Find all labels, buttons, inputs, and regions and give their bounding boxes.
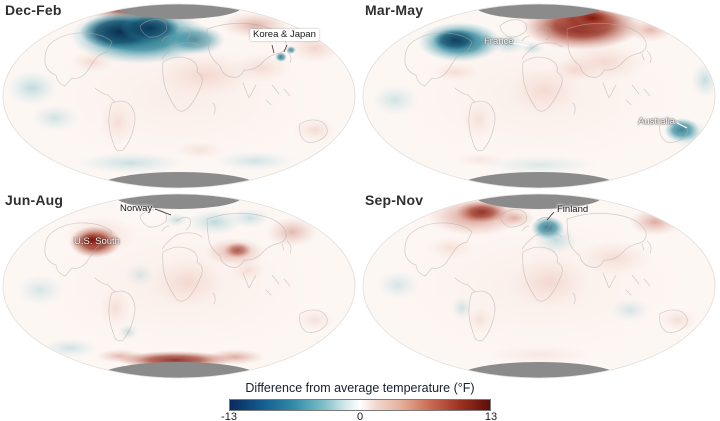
map-mask — [360, 0, 720, 192]
world-map-sep-nov — [360, 190, 720, 382]
annotation-france: France — [484, 36, 514, 47]
colorbar-tick-max: 13 — [484, 411, 498, 421]
annotation-norway: Norway — [120, 203, 153, 214]
annotation-leaders — [271, 44, 288, 54]
map-outline — [2, 193, 356, 379]
panel-title-sep-nov: Sep-Nov — [365, 192, 424, 208]
annotation-leaders — [512, 42, 688, 129]
world-map-mar-may — [360, 0, 720, 192]
map-outline — [362, 3, 716, 189]
map-outline — [362, 193, 716, 379]
annotation-leaders — [546, 211, 555, 221]
panel-title-mar-may: Mar-May — [365, 2, 424, 18]
panel-title-dec-feb: Dec-Feb — [5, 2, 62, 18]
annotation-us-south: U.S. South — [74, 236, 120, 247]
panel-mar-may: Mar-May France Australia — [360, 0, 720, 192]
world-map-jun-aug — [0, 190, 360, 382]
colorbar-tick-min: -13 — [221, 411, 237, 421]
map-mask — [360, 190, 720, 382]
map-mask — [0, 0, 360, 192]
map-mask — [0, 190, 360, 382]
map-outline — [2, 3, 356, 189]
legend-title: Difference from average temperature (°F) — [245, 381, 475, 395]
annotation-australia: Australia — [638, 116, 675, 127]
panel-sep-nov: Sep-Nov Finland — [360, 190, 720, 382]
annotation-leaders — [154, 208, 172, 216]
panel-dec-feb: Dec-Feb Korea & Japan — [0, 0, 360, 192]
panel-title-jun-aug: Jun-Aug — [5, 192, 64, 208]
colorbar-gradient — [229, 399, 491, 411]
annotation-finland: Finland — [557, 204, 589, 215]
colorbar-tick-zero: 0 — [356, 411, 364, 421]
panel-jun-aug: Jun-Aug Norway U.S. South — [0, 190, 360, 382]
world-map-dec-feb — [0, 0, 360, 192]
annotation-korea-japan: Korea & Japan — [250, 29, 319, 42]
